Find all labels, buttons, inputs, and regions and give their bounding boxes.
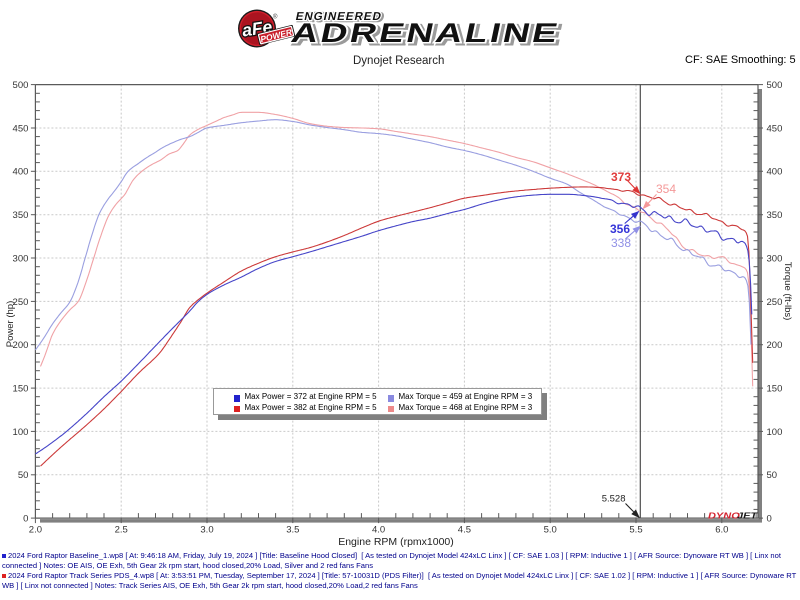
svg-text:5.5: 5.5 [629, 525, 642, 536]
svg-text:350: 350 [13, 210, 29, 221]
svg-text:200: 200 [767, 340, 783, 351]
svg-text:4.5: 4.5 [458, 525, 471, 536]
svg-text:300: 300 [767, 253, 783, 264]
svg-text:Engine RPM (rpmx1000): Engine RPM (rpmx1000) [338, 536, 454, 548]
svg-text:Power (hp): Power (hp) [5, 301, 16, 347]
svg-text:350: 350 [767, 210, 783, 221]
svg-text:JET: JET [737, 512, 758, 522]
svg-text:2.0: 2.0 [29, 525, 42, 536]
svg-text:Torque (ft-lbs): Torque (ft-lbs) [782, 262, 793, 321]
svg-text:300: 300 [13, 253, 29, 264]
svg-text:6.0: 6.0 [715, 525, 728, 536]
svg-text:250: 250 [767, 297, 783, 308]
svg-text:200: 200 [13, 340, 29, 351]
svg-text:500: 500 [13, 80, 29, 91]
svg-text:2.5: 2.5 [115, 525, 128, 536]
svg-text:100: 100 [767, 427, 783, 438]
svg-text:50: 50 [767, 470, 778, 481]
svg-text:450: 450 [13, 123, 29, 134]
svg-text:3.0: 3.0 [200, 525, 213, 536]
svg-text:5.0: 5.0 [544, 525, 557, 536]
svg-text:150: 150 [13, 383, 29, 394]
svg-text:0: 0 [23, 514, 28, 525]
svg-text:3.5: 3.5 [286, 525, 299, 536]
svg-text:0: 0 [767, 514, 772, 525]
svg-text:400: 400 [13, 167, 29, 178]
svg-text:500: 500 [767, 80, 783, 91]
svg-text:50: 50 [18, 470, 29, 481]
svg-text:338: 338 [611, 236, 631, 250]
svg-text:250: 250 [13, 297, 29, 308]
svg-text:373: 373 [611, 170, 631, 184]
svg-text:4.0: 4.0 [372, 525, 385, 536]
svg-text:100: 100 [13, 427, 29, 438]
svg-text:400: 400 [767, 167, 783, 178]
svg-text:354: 354 [656, 182, 676, 196]
svg-text:356: 356 [610, 222, 630, 236]
svg-text:DYNO: DYNO [708, 512, 740, 522]
svg-text:450: 450 [767, 123, 783, 134]
svg-text:150: 150 [767, 383, 783, 394]
svg-text:®: ® [273, 14, 278, 21]
svg-text:5.528: 5.528 [602, 494, 626, 505]
